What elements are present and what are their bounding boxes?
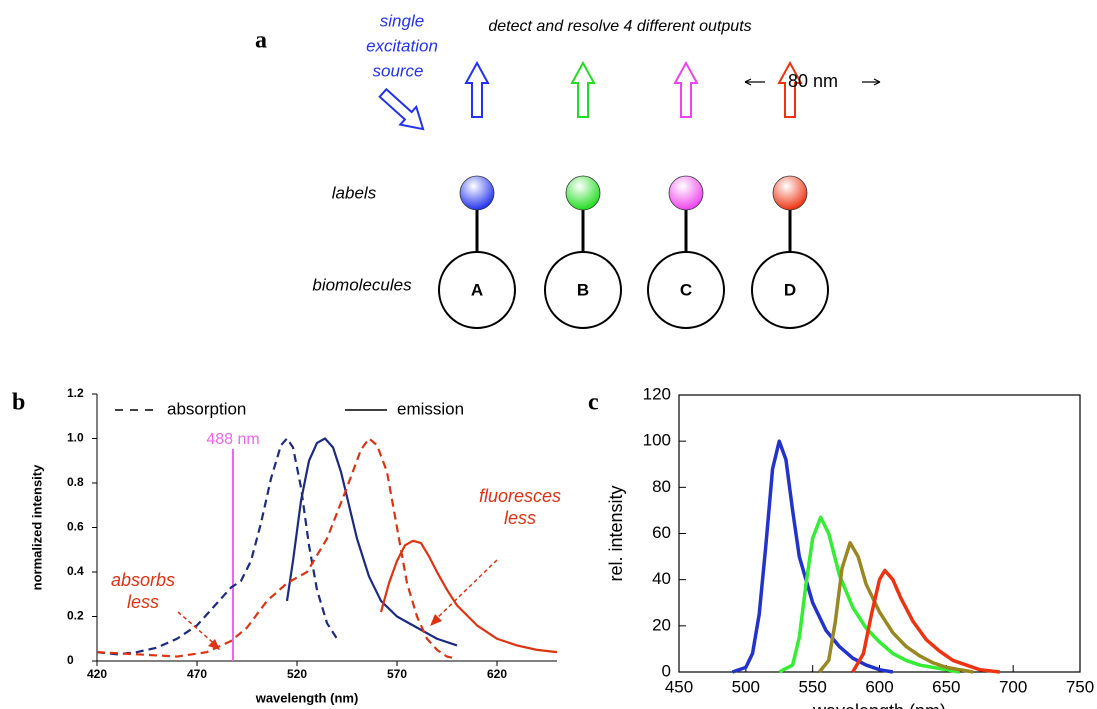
annotation: less [127,592,159,612]
annotation: absorbs [111,570,175,590]
y-tick-label: 20 [652,615,671,634]
biomolecule [544,251,622,329]
panel-letter: a [255,28,267,54]
x-tick-label: 550 [798,677,826,696]
x-tick-label: 650 [932,677,960,696]
y-tick-label: 0.6 [67,520,84,534]
x-tick-label: 520 [287,667,307,681]
series-line [285,437,458,647]
annotation: 80 nm [788,71,838,91]
series-line [778,515,960,674]
node-label: A [471,280,483,299]
x-tick-label: 750 [1066,677,1094,696]
label-sphere [772,175,808,211]
y-axis-label: rel. intensity [606,485,626,581]
y-tick-label: 0 [67,653,74,667]
y-tick-label: 60 [652,523,671,542]
x-tick-label: 700 [999,677,1027,696]
source-line: source [372,61,423,80]
node-label: B [577,280,589,299]
y-tick-label: 1.0 [67,431,84,445]
x-axis-label: wavelength (nm) [812,701,946,709]
y-tick-label: 80 [652,477,671,496]
output-arrow [673,60,699,118]
x-tick-label: 450 [665,677,693,696]
annotation-arrowhead [208,639,220,650]
arrow-left-head [744,78,752,86]
panel-letter: c [588,390,599,416]
y-tick-label: 0 [662,661,671,680]
y-tick-label: 0.4 [67,564,84,578]
series-line [731,439,894,674]
node-label: C [680,280,692,299]
series-line [817,540,974,674]
biomolecule [751,251,829,329]
series-line [379,539,558,654]
reference-label: 488 nm [206,431,259,448]
y-axis-label: normalized intensity [29,464,44,590]
output-arrow [777,60,803,118]
label-sphere [565,175,601,211]
source-label: single excitation source [366,11,438,80]
annotation-arrowhead [430,614,442,626]
legend-label: emission [397,399,464,418]
x-tick-label: 420 [87,667,107,681]
x-tick-label: 600 [865,677,893,696]
output-arrow [570,60,596,118]
node-label: D [784,280,796,299]
y-tick-label: 0.2 [67,609,84,623]
series-line [96,437,458,660]
x-tick-label: 470 [187,667,207,681]
biomolecule [647,251,725,329]
series-line [96,437,338,656]
y-tick-label: 120 [643,384,671,403]
annotation: less [504,508,536,528]
label-sphere [668,175,704,211]
series-line [851,568,1001,674]
span-arrows [744,78,881,86]
plot-frame [678,394,1081,673]
x-axis-label: wavelength (nm) [255,690,359,705]
label-sphere [459,175,495,211]
y-tick-label: 1.2 [67,386,84,400]
output-arrow [464,60,490,118]
y-tick-label: 0.8 [67,475,84,489]
source-line: excitation [366,36,438,55]
y-tick-label: 100 [643,431,671,450]
source-line: single [380,11,424,30]
annotation-arrow [177,611,219,648]
y-tick-label: 40 [652,569,671,588]
x-tick-label: 500 [732,677,760,696]
row-label: biomolecules [312,275,412,294]
arrow-right-head [873,78,881,86]
legend-label: absorption [167,399,246,418]
annotation-arrow [432,559,498,623]
diagram-title: detect and resolve 4 different outputs [488,18,751,35]
annotation: fluoresces [479,486,561,506]
source-arrow [378,87,425,131]
x-tick-label: 620 [487,667,507,681]
panel-letter: b [12,390,25,416]
row-label: labels [332,183,377,202]
biomolecule [438,251,516,329]
x-tick-label: 570 [387,667,407,681]
